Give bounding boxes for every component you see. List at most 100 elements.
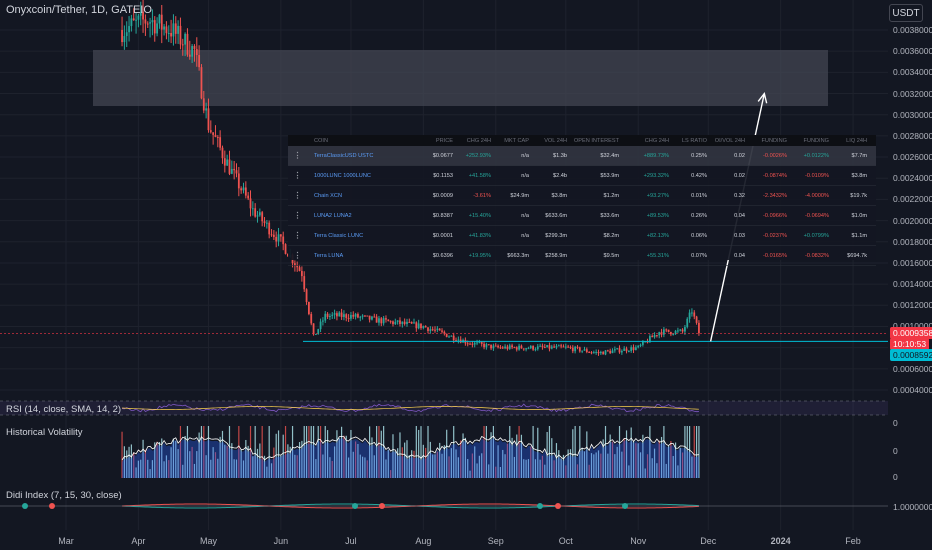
time-tick-label: 2024 — [770, 536, 791, 546]
coin-name[interactable]: Chain XCN — [314, 192, 342, 199]
volatility-bar — [350, 429, 352, 478]
liq-cell: $19.7k — [850, 192, 867, 199]
volatility-bar — [193, 463, 196, 478]
time-tick-label: Apr — [131, 536, 146, 546]
candle-body — [571, 347, 574, 352]
table-row[interactable]: ⋮ LUNA2 LUNA2 $0.8387 +15.40% n/a $633.6m $33.… — [288, 206, 876, 226]
candle-body — [268, 222, 271, 235]
candle-body — [256, 215, 259, 217]
price-cell: $0.8387 — [432, 212, 453, 219]
volatility-bar — [151, 460, 154, 478]
coin-name[interactable]: Terra LUNA — [314, 252, 344, 259]
row-menu-icon[interactable]: ⋮ — [293, 191, 302, 200]
candle-body — [142, 11, 144, 20]
col-header[interactable]: MKT CAP — [504, 137, 529, 144]
vol-cell: $1.3b — [553, 152, 567, 159]
volatility-bar — [642, 434, 644, 478]
candle-body — [338, 312, 341, 317]
volatility-bar — [331, 460, 333, 478]
didi-signal-dot — [22, 503, 28, 509]
didi-signal-dot — [352, 503, 358, 509]
col-header[interactable]: LIQ 24H — [846, 137, 867, 144]
volatility-bar — [527, 459, 530, 478]
candle-body — [188, 54, 191, 57]
candle-body — [513, 347, 516, 349]
volatility-bar — [179, 426, 182, 478]
col-header[interactable]: CHG 24H — [644, 137, 669, 144]
candle-body — [352, 314, 355, 317]
candle-body — [209, 130, 212, 133]
row-menu-icon[interactable]: ⋮ — [293, 211, 302, 220]
coin-name[interactable]: Terra Classic LUNC — [314, 232, 364, 239]
candle-body — [401, 321, 404, 324]
coin-name[interactable]: LUNA2 LUNA2 — [314, 212, 352, 219]
volatility-bar — [523, 459, 525, 478]
volatility-bar — [284, 426, 287, 478]
candle-body — [212, 132, 215, 135]
candle-body — [648, 336, 651, 343]
volatility-bar — [144, 449, 147, 478]
candle-body — [357, 314, 359, 318]
candle-body — [144, 19, 147, 24]
col-header[interactable]: CHG 24H — [466, 137, 491, 144]
table-row[interactable]: ⋮ TerraClassicUSD USTC $0.0677 +252.93% n/a $… — [288, 146, 876, 166]
volatility-bar — [387, 449, 389, 478]
col-header[interactable]: PRICE — [435, 137, 453, 144]
candle-body — [665, 329, 668, 331]
rsi-line — [122, 403, 699, 413]
volatility-bar — [163, 461, 165, 478]
table-row[interactable]: ⋮ Terra LUNA $0.6396 +19.95% $663.3m $258.9m $… — [288, 246, 876, 266]
volatility-bar — [289, 446, 291, 478]
candles — [121, 0, 700, 356]
volatility-bar — [476, 463, 478, 478]
candle-body — [525, 348, 527, 350]
volatility-bar — [205, 455, 207, 478]
table-row[interactable]: ⋮ Terra Classic LUNC $0.0001 +41.83% n/a $299… — [288, 226, 876, 246]
table-row[interactable]: ⋮ Chain XCN $0.0009 -3.61% $24.9m $3.8m $1.2m +… — [288, 186, 876, 206]
coin-name[interactable]: 1000LUNC 1000LUNC — [314, 172, 371, 179]
didi-label[interactable]: Didi Index (7, 15, 30, close) — [6, 490, 122, 501]
volatility-bar — [674, 442, 677, 478]
candle-body — [639, 344, 642, 346]
price-cell: $0.0009 — [432, 192, 453, 199]
volatility-bar — [196, 451, 198, 478]
candle-body — [438, 328, 441, 331]
volatility-bar — [184, 435, 186, 478]
table-row[interactable]: ⋮ 1000LUNC 1000LUNC $0.1153 +41.58% n/a $2.4b… — [288, 166, 876, 186]
row-menu-icon[interactable]: ⋮ — [293, 251, 302, 260]
candle-body — [319, 321, 322, 330]
volatility-bar — [156, 441, 158, 478]
price-tick-label: 0.0012000 — [893, 300, 932, 311]
col-header[interactable]: FUNDING — [803, 137, 829, 144]
volatility-bar — [579, 426, 581, 478]
volatility-bar — [434, 454, 436, 478]
col-header[interactable]: COIN — [314, 137, 328, 144]
candle-body — [128, 26, 130, 33]
volatility-bar — [422, 444, 424, 478]
candle-body — [322, 320, 324, 322]
volatility-bar — [446, 429, 448, 478]
col-header[interactable]: OPEN INTEREST — [573, 137, 619, 144]
col-header[interactable]: LS RATIO — [681, 137, 707, 144]
row-menu-icon[interactable]: ⋮ — [293, 151, 302, 160]
rsi-label[interactable]: RSI (14, close, SMA, 14, 2) — [6, 404, 122, 415]
volatility-bar — [324, 426, 326, 478]
candle-body — [132, 18, 135, 21]
coin-name[interactable]: TerraClassicUSD USTC — [314, 152, 374, 159]
candle-body — [520, 345, 523, 349]
row-menu-icon[interactable]: ⋮ — [293, 171, 302, 180]
currency-unit-button[interactable]: USDT — [889, 4, 923, 22]
row-menu-icon[interactable]: ⋮ — [293, 231, 302, 240]
candle-body — [123, 36, 126, 43]
col-header[interactable]: OI/VOL 24H — [714, 137, 745, 144]
candle-body — [578, 347, 581, 352]
volatility-label[interactable]: Historical Volatility — [6, 427, 83, 438]
volatility-bar — [170, 447, 172, 478]
col-header[interactable]: FUNDING — [761, 137, 787, 144]
candle-body — [522, 348, 525, 350]
col-header[interactable]: VOL 24H — [544, 137, 567, 144]
volatility-bar — [469, 470, 471, 478]
volatility-bar — [693, 426, 695, 478]
volatility-bar — [623, 438, 625, 478]
